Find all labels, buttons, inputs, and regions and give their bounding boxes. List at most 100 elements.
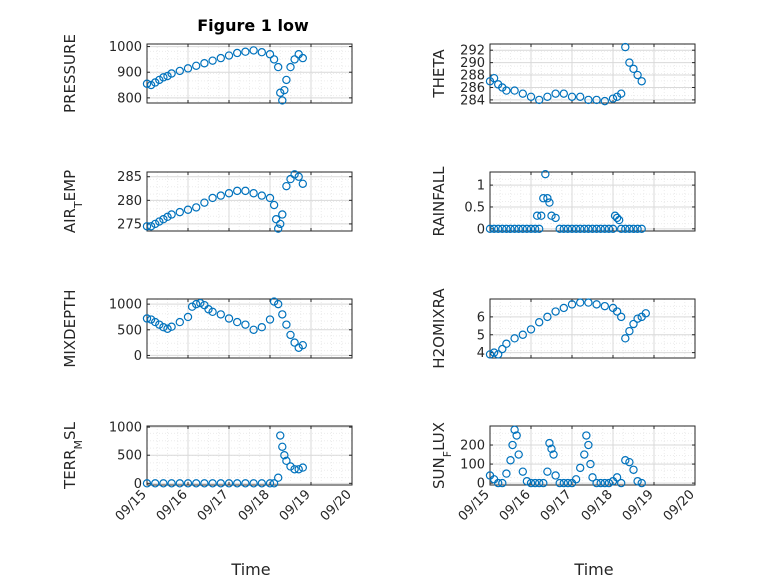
- data-point: [163, 71, 172, 81]
- data-point: [600, 301, 610, 311]
- data-point: [543, 194, 552, 203]
- subplot-pressure: 800 900 1000 PRESSURE: [61, 34, 353, 113]
- data-point: [265, 315, 275, 324]
- x-tick-label: 09/17: [195, 487, 232, 524]
- data-point: [167, 210, 176, 219]
- data-point: [584, 440, 593, 450]
- data-point: [278, 442, 287, 451]
- data-point: [290, 338, 299, 347]
- data-point: [510, 334, 519, 343]
- data-point: [265, 479, 275, 488]
- data-point: [600, 96, 610, 106]
- y-axis-label: THETA: [430, 49, 448, 99]
- data-point: [155, 75, 164, 85]
- data-point: [241, 47, 250, 56]
- data-point: [621, 224, 630, 234]
- x-tick-label: 09/15: [113, 487, 150, 524]
- data-point: [269, 200, 279, 210]
- data-point: [175, 317, 184, 327]
- data-point: [508, 440, 517, 450]
- data-point: [265, 50, 275, 59]
- data-point: [584, 298, 593, 307]
- data-point: [241, 479, 250, 488]
- data-point: [621, 456, 630, 465]
- axes-box: [146, 298, 353, 359]
- data-point: [571, 224, 581, 234]
- data-point: [604, 224, 614, 234]
- data-point: [200, 479, 209, 488]
- data-point: [543, 312, 552, 322]
- y-tick-label: 0: [477, 222, 485, 237]
- data-point: [163, 212, 172, 222]
- data-point: [276, 431, 285, 440]
- data-point: [543, 467, 552, 476]
- data-point: [257, 191, 266, 200]
- data-point: [576, 463, 585, 473]
- data-point: [167, 479, 176, 488]
- data-point: [514, 224, 523, 234]
- data-point: [183, 205, 193, 214]
- axes-box: [489, 425, 696, 486]
- y-tick-label: 900: [117, 66, 142, 81]
- figure-title: Figure 1 low: [197, 16, 309, 35]
- data-point: [280, 451, 289, 460]
- data-point: [298, 179, 307, 188]
- y-tick-label: 286: [460, 81, 485, 96]
- data-point: [596, 224, 605, 234]
- data-point: [612, 473, 622, 482]
- data-point: [547, 444, 556, 454]
- data-point: [298, 463, 307, 472]
- y-axis-label: H2OMIXRA: [430, 288, 448, 369]
- y-tick-label: 1000: [109, 298, 142, 313]
- subplot-rainfall: 0 0.5 1 RAINFALL: [430, 166, 696, 237]
- y-tick-label: 290: [460, 56, 485, 71]
- data-point: [567, 92, 577, 101]
- x-axis-label-left: Time: [230, 560, 270, 579]
- data-point: [549, 450, 558, 459]
- data-point: [485, 224, 495, 234]
- data-point: [506, 456, 515, 465]
- data-point: [498, 224, 507, 234]
- data-point: [224, 51, 234, 60]
- data-point: [535, 224, 544, 234]
- data-point: [286, 62, 295, 72]
- x-tick-label: 09/17: [538, 487, 575, 524]
- data-point: [294, 465, 303, 474]
- data-point: [208, 307, 217, 317]
- data-point: [563, 478, 573, 488]
- data-point: [596, 478, 605, 488]
- data-point: [532, 211, 542, 220]
- data-point: [294, 343, 303, 352]
- data-point: [232, 479, 242, 488]
- data-point: [522, 224, 532, 234]
- data-point: [276, 219, 285, 229]
- data-point: [232, 186, 242, 196]
- y-tick-label: 284: [460, 93, 485, 108]
- data-point: [183, 312, 193, 322]
- data-point: [637, 224, 646, 234]
- data-point: [584, 224, 593, 234]
- data-point: [559, 89, 569, 98]
- y-tick-label: 0: [134, 349, 142, 364]
- data-point: [608, 224, 618, 234]
- data-point: [551, 89, 560, 98]
- y-axis-label: PRESSURE: [61, 34, 79, 113]
- data-point: [159, 479, 168, 488]
- y-tick-label: 1000: [109, 40, 142, 55]
- data-point: [167, 322, 176, 331]
- data-point: [159, 323, 168, 332]
- axes-box: [489, 43, 696, 104]
- x-axis-label-right: Time: [573, 560, 613, 579]
- data-point: [612, 213, 622, 223]
- data-point: [249, 46, 258, 55]
- data-point: [249, 325, 258, 334]
- data-point: [290, 55, 299, 64]
- data-point: [142, 479, 152, 488]
- data-point: [514, 450, 523, 459]
- data-point: [175, 479, 184, 488]
- data-point: [629, 224, 638, 234]
- data-point: [286, 330, 295, 340]
- data-point: [269, 479, 279, 488]
